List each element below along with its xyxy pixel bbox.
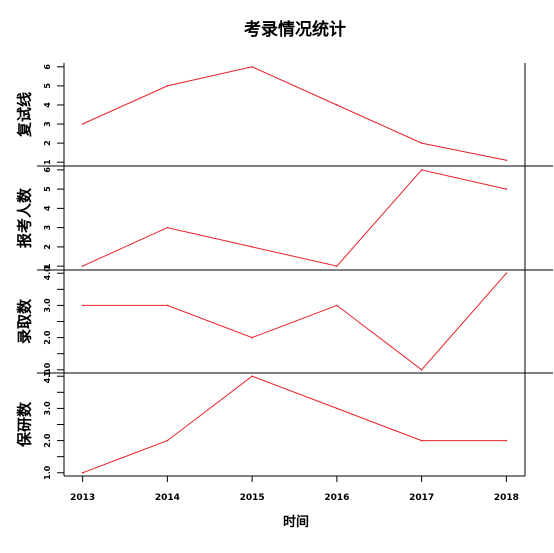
y-tick-label: 2.0 — [43, 433, 52, 448]
data-point — [166, 85, 169, 87]
y-tick-label: 4.0 — [43, 266, 52, 281]
series-label: 复试线 — [16, 92, 34, 138]
y-tick-label: 4 — [43, 205, 52, 211]
panels: 1 2 3 4 5 6 复试线 1 2 3 4 5 6 报考人数 1.0 2.0 3.0 4.0 录取数 1.0 2.0… — [16, 63, 553, 480]
y-tick-label: 4 — [43, 102, 52, 108]
data-point — [81, 123, 84, 125]
series-line — [82, 272, 507, 371]
x-tick-label: 2013 — [70, 493, 95, 503]
data-point — [336, 304, 338, 307]
data-point — [420, 439, 423, 442]
data-point — [81, 265, 84, 267]
y-tick-label: 1 — [43, 263, 52, 269]
data-point — [420, 142, 423, 144]
data-point — [251, 336, 253, 339]
data-point — [505, 272, 508, 275]
y-tick-label: 3.0 — [43, 401, 52, 416]
series-label: 录取数 — [16, 298, 34, 344]
y-tick-label: 2 — [43, 140, 52, 146]
data-point — [420, 368, 423, 371]
y-tick-label: 2.0 — [43, 330, 52, 345]
y-tick-label: 1 — [43, 159, 52, 165]
x-axis: 2013 2014 2015 2016 2017 2018 — [70, 476, 519, 503]
data-point — [81, 304, 84, 307]
panel-2: 1 2 3 4 5 6 报考人数 — [16, 166, 553, 271]
panel-1: 1 2 3 4 5 6 复试线 — [16, 63, 553, 167]
data-point — [505, 439, 508, 442]
y-tick-label: 3 — [43, 225, 52, 231]
x-tick-label: 2014 — [155, 493, 180, 503]
x-tick-label: 2015 — [240, 493, 265, 503]
y-tick-label: 4.0 — [43, 369, 52, 384]
y-tick-label: 3 — [43, 121, 52, 127]
data-point — [166, 226, 169, 229]
y-tick-label: 1.0 — [43, 362, 52, 377]
data-point — [166, 439, 169, 442]
series-label: 保研数 — [16, 401, 34, 448]
series-label: 报考人数 — [16, 187, 34, 248]
data-point — [251, 375, 253, 378]
data-point — [336, 265, 338, 267]
x-tick-label: 2018 — [494, 493, 519, 503]
y-tick-label: 1.0 — [43, 465, 52, 480]
data-point — [251, 246, 253, 248]
y-tick-label: 6 — [43, 64, 52, 70]
x-axis-label: 时间 — [283, 514, 309, 530]
series-line — [82, 66, 507, 161]
x-tick-label: 2016 — [324, 493, 349, 503]
panel-3: 1.0 2.0 3.0 4.0 录取数 — [16, 266, 553, 377]
panel-4: 1.0 2.0 3.0 4.0 保研数 — [16, 369, 526, 480]
y-tick-label: 3.0 — [43, 298, 52, 313]
x-tick-label: 2017 — [409, 493, 434, 503]
y-tick-label: 5 — [43, 83, 52, 89]
data-point — [420, 169, 423, 171]
data-point — [336, 104, 338, 106]
data-point — [81, 471, 84, 474]
data-point — [336, 407, 338, 410]
y-tick-label: 2 — [43, 244, 52, 250]
y-tick-label: 5 — [43, 186, 52, 192]
series-line — [82, 169, 507, 267]
data-point — [166, 304, 169, 307]
y-tick-label: 6 — [43, 167, 52, 173]
data-point — [251, 66, 253, 68]
chart-title: 考录情况统计 — [243, 19, 346, 40]
data-point — [505, 188, 508, 190]
data-point — [505, 159, 508, 162]
series-line — [82, 375, 507, 474]
